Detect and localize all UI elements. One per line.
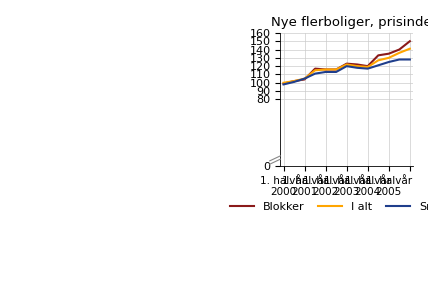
I alt	[344, 63, 349, 66]
Blokker	[407, 40, 413, 43]
Blokker	[291, 79, 297, 83]
I alt	[312, 68, 318, 72]
I alt	[376, 58, 381, 62]
I alt	[397, 51, 402, 55]
Text: Nye flerboliger, prisindeks. 1. halvår 2000-1. halvår 2005. 2000=100: Nye flerboliger, prisindeks. 1. halvår 2…	[271, 15, 428, 29]
I alt	[281, 81, 286, 85]
Line: I alt: I alt	[283, 49, 410, 83]
Småhus	[386, 60, 391, 64]
I alt	[323, 68, 328, 71]
Blokker	[365, 64, 370, 68]
Blokker	[344, 62, 349, 65]
Legend: Blokker, I alt, Småhus: Blokker, I alt, Småhus	[225, 197, 428, 216]
I alt	[355, 64, 360, 68]
I alt	[365, 65, 370, 69]
I alt	[302, 77, 307, 81]
Blokker	[333, 68, 339, 71]
Småhus	[355, 66, 360, 70]
Småhus	[302, 77, 307, 81]
Line: Blokker: Blokker	[283, 41, 410, 84]
Småhus	[333, 70, 339, 74]
Blokker	[355, 63, 360, 66]
I alt	[386, 56, 391, 60]
Småhus	[397, 58, 402, 61]
I alt	[333, 68, 339, 71]
Blokker	[281, 82, 286, 85]
Småhus	[376, 64, 381, 67]
Line: Småhus: Småhus	[283, 60, 410, 85]
I alt	[407, 47, 413, 50]
Blokker	[302, 78, 307, 81]
Småhus	[407, 58, 413, 61]
Småhus	[312, 72, 318, 75]
Blokker	[312, 67, 318, 71]
Blokker	[397, 48, 402, 51]
Bar	[174, 101, 241, 165]
Blokker	[386, 52, 391, 56]
I alt	[291, 79, 297, 83]
Blokker	[323, 68, 328, 71]
Småhus	[344, 64, 349, 68]
Småhus	[291, 80, 297, 84]
Blokker	[376, 54, 381, 57]
Småhus	[281, 83, 286, 86]
Småhus	[323, 70, 328, 74]
Småhus	[365, 67, 370, 71]
